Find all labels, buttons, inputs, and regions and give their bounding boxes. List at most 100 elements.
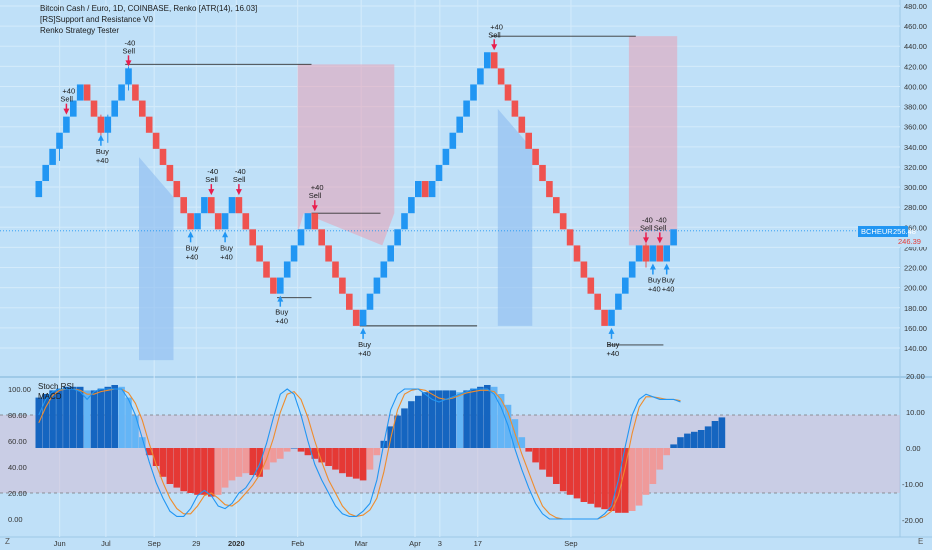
buy-arrow-icon	[222, 231, 229, 238]
macd-histogram-bar	[394, 415, 401, 448]
macd-histogram-bar	[111, 385, 118, 448]
renko-brick-down	[263, 261, 270, 278]
buy-signal-result: +40	[662, 284, 675, 293]
renko-brick-down	[152, 132, 160, 149]
renko-brick-down	[270, 277, 277, 294]
renko-brick-down	[421, 181, 429, 198]
renko-brick-down	[339, 277, 346, 294]
macd-histogram-bar	[656, 448, 664, 470]
sell-arrow-icon	[125, 60, 132, 67]
stoch-tick-label: 60.00	[8, 437, 27, 446]
renko-brick-up	[435, 164, 443, 182]
sell-signal-result: -40	[207, 167, 218, 176]
macd-histogram-bar	[408, 401, 415, 448]
buy-signal-result: +40	[220, 252, 233, 261]
macd-histogram-bar	[283, 448, 291, 452]
renko-brick-down	[180, 197, 187, 214]
renko-brick-down	[539, 164, 546, 182]
renko-brick-up	[304, 213, 312, 230]
renko-brick-down	[166, 164, 174, 182]
macd-histogram-bar	[194, 448, 201, 495]
macd-histogram-bar	[532, 448, 539, 463]
price-tick-label: 460.00	[904, 22, 927, 31]
renko-brick-down	[90, 100, 98, 117]
macd-histogram-bar	[208, 448, 215, 497]
macd-histogram-bar	[221, 448, 229, 488]
macd-histogram-bar	[290, 448, 298, 449]
macd-histogram-bar	[214, 448, 222, 495]
renko-brick-up	[56, 132, 63, 149]
renko-brick-up	[49, 148, 56, 165]
time-tick-label: Jun	[54, 539, 66, 548]
buy-signal-label: Buy	[607, 340, 620, 349]
renko-brick-up	[35, 180, 43, 198]
macd-tick-label: 0.00	[906, 444, 921, 453]
renko-brick-down	[173, 181, 181, 198]
macd-histogram-bar	[628, 448, 636, 511]
macd-histogram-bar	[318, 448, 325, 463]
price-tick-label: 320.00	[904, 163, 927, 172]
resistance-zone	[628, 36, 678, 246]
stoch-tick-label: 80.00	[8, 411, 27, 420]
renko-brick-up	[615, 293, 622, 310]
renko-brick-down	[559, 213, 567, 230]
time-tick-label: 17	[474, 539, 482, 548]
renko-brick-down	[139, 100, 146, 117]
buy-signal-label: Buy	[220, 243, 233, 252]
renko-brick-up	[670, 229, 677, 246]
macd-tick-label: 20.00	[906, 372, 925, 381]
buy-signal-result: +40	[358, 349, 371, 358]
renko-brick-down	[504, 84, 512, 101]
renko-brick-down	[242, 213, 250, 230]
sell-arrow-icon	[63, 108, 70, 115]
renko-brick-up	[42, 164, 49, 182]
sell-signal-result: +40	[311, 183, 324, 192]
macd-histogram-bar	[125, 397, 132, 448]
macd-histogram-bar	[249, 448, 256, 475]
macd-histogram-bar	[608, 448, 615, 511]
renko-brick-up	[635, 245, 643, 262]
indicator-label-sr: [RS]Support and Resistance V0	[40, 15, 153, 24]
renko-brick-down	[573, 245, 581, 262]
sell-signal-result: +40	[62, 87, 75, 96]
macd-histogram-bar	[553, 448, 560, 484]
macd-histogram-bar	[691, 431, 698, 448]
time-tick-label: Mar	[355, 539, 368, 548]
macd-histogram-bar	[228, 448, 236, 481]
macd-histogram-bar	[435, 390, 443, 448]
renko-brick-up	[477, 68, 484, 85]
renko-brick-down	[325, 245, 332, 262]
time-tick-label: 2020	[228, 539, 245, 548]
sell-signal-result: -40	[642, 215, 653, 224]
renko-brick-down	[187, 213, 194, 230]
renko-brick-up	[649, 245, 657, 262]
macd-histogram-bar	[525, 448, 532, 452]
macd-histogram-bar	[401, 408, 408, 448]
macd-histogram-bar	[559, 448, 567, 492]
stoch-k-line	[38, 388, 681, 520]
renko-brick-up	[463, 100, 470, 117]
renko-brick-up	[125, 68, 132, 85]
renko-brick-up	[63, 116, 70, 133]
renko-brick-down	[159, 148, 167, 165]
macd-histogram-bar	[677, 437, 684, 448]
price-badge-symbol: BCHEUR	[861, 227, 893, 236]
macd-label: MACD	[38, 392, 62, 401]
time-tick-label: Sep	[148, 539, 161, 548]
signals-layer: +40SellBuy+40-40SellBuy+40-40SellBuy+40-…	[60, 22, 674, 358]
sell-arrow-icon	[208, 189, 215, 196]
macd-histogram-bar	[90, 390, 98, 448]
macd-histogram-bar	[477, 386, 484, 448]
time-tick-label: Jul	[101, 539, 111, 548]
renko-brick-down	[656, 245, 664, 262]
renko-brick-up	[70, 100, 77, 117]
macd-histogram-bar	[83, 390, 91, 448]
buy-arrow-icon	[649, 263, 656, 270]
current-price-badge: BCHEUR	[858, 226, 908, 237]
renko-brick-down	[97, 116, 105, 133]
support-zone	[497, 108, 533, 326]
macd-histogram-bar	[159, 448, 167, 477]
macd-histogram-bar	[442, 390, 450, 448]
macd-histogram-bar	[297, 448, 305, 452]
